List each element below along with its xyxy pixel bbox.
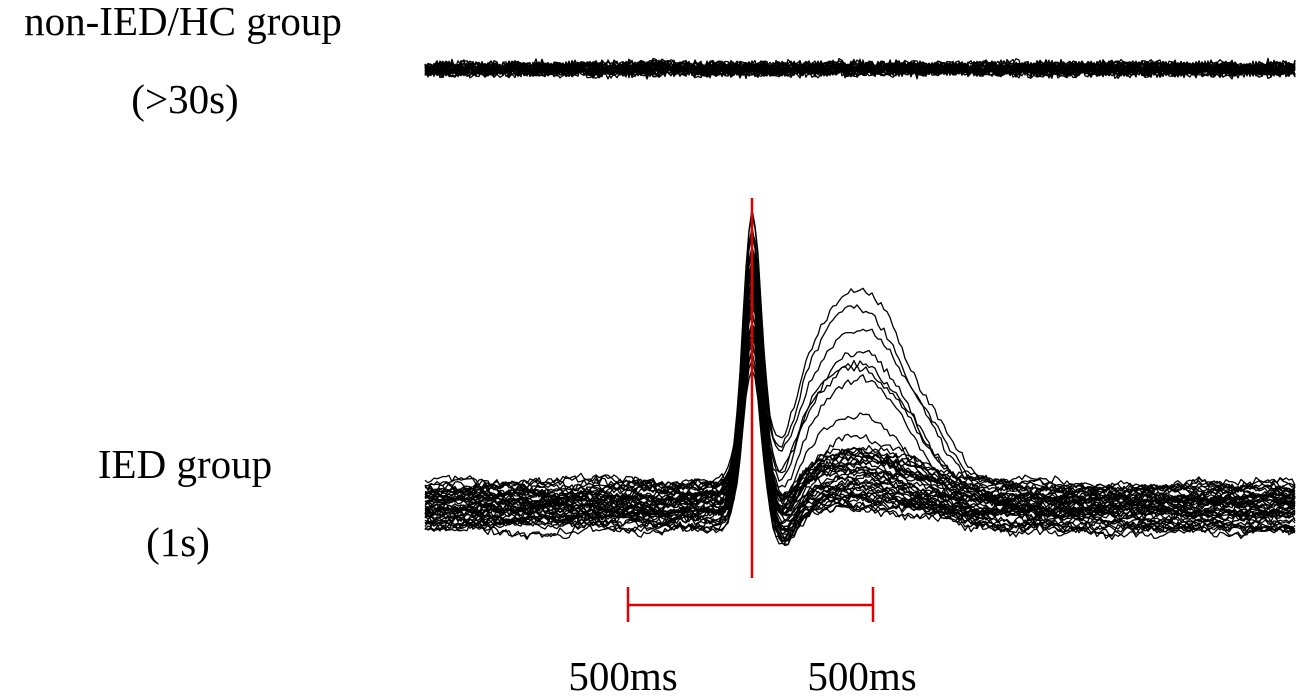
eeg-trace (424, 303, 1296, 539)
eeg-trace (424, 324, 1296, 532)
group-label: non-IED/HC group (24, 0, 342, 44)
eeg-trace (424, 288, 1296, 498)
scale-label: 500ms (568, 653, 677, 696)
eeg-trace (424, 322, 1296, 537)
eeg-trace (424, 59, 1296, 77)
eeg-trace (424, 337, 1296, 505)
group-label: IED group (98, 441, 272, 487)
duration-label: (1s) (146, 519, 210, 565)
eeg-trace (424, 59, 1296, 75)
eeg-trace (424, 306, 1296, 508)
eeg-trace (424, 230, 1296, 504)
scale-label: 500ms (807, 653, 916, 696)
eeg-trace (424, 275, 1296, 502)
eeg-trace (424, 250, 1296, 535)
scale-bar (626, 587, 875, 622)
duration-label: (>30s) (131, 76, 238, 122)
eeg-trace (424, 295, 1296, 510)
eeg-trace (424, 281, 1296, 528)
eeg-trace (424, 281, 1296, 501)
eeg-trace (424, 327, 1296, 540)
eeg-trace (424, 349, 1296, 511)
eeg-trace (424, 310, 1296, 516)
eeg-trace (424, 285, 1296, 515)
eeg-trace (424, 294, 1296, 498)
trace-group-non-ied (424, 57, 1296, 80)
eeg-trace (424, 350, 1296, 535)
eeg-trace (424, 251, 1296, 532)
eeg-trace (424, 326, 1296, 546)
trace-group-ied (424, 208, 1296, 547)
eeg-trace (424, 62, 1296, 80)
